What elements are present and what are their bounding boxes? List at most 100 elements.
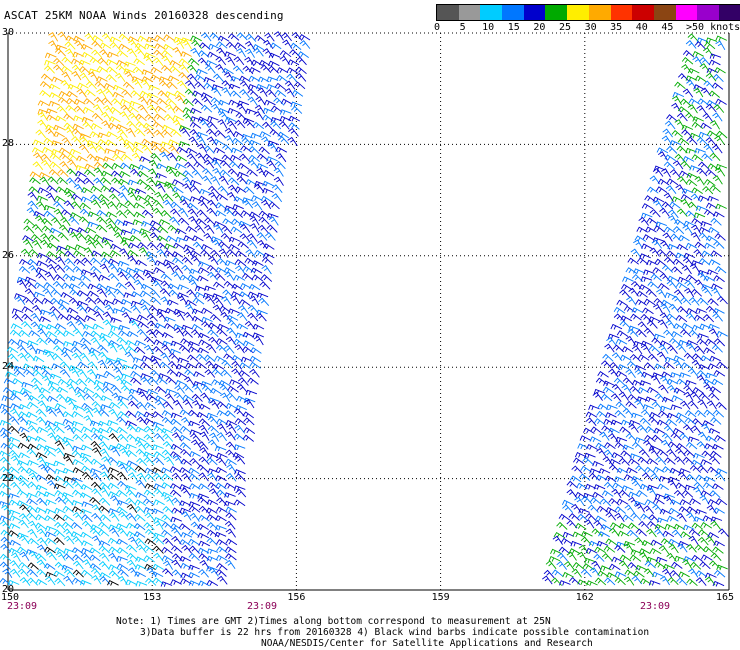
- wind-barb: [99, 49, 110, 58]
- wind-barb: [139, 290, 152, 297]
- wind-barb: [635, 329, 647, 338]
- wind-barb: [135, 259, 147, 267]
- wind-barb: [152, 207, 164, 217]
- wind-barb: [290, 101, 302, 108]
- wind-barb: [124, 61, 136, 68]
- wind-barb: [161, 332, 174, 339]
- wind-barb: [679, 372, 691, 378]
- wind-barb: [84, 315, 96, 322]
- wind-barb: [700, 221, 712, 227]
- wind-barb: [691, 522, 704, 530]
- wind-barb: [62, 467, 75, 474]
- wind-barb: [682, 224, 693, 234]
- wind-barb: [208, 191, 219, 202]
- wind-barb: [125, 443, 137, 450]
- wind-barb: [62, 480, 74, 489]
- wind-barb: [88, 347, 101, 354]
- wind-barb: [151, 358, 162, 369]
- wind-barb: [161, 555, 174, 562]
- wind-barb: [589, 468, 601, 474]
- wind-barb: [45, 473, 58, 481]
- wind-barb: [143, 200, 154, 210]
- wind-barb: [115, 443, 128, 450]
- wind-barb: [225, 553, 237, 561]
- wind-barb: [278, 121, 290, 130]
- wind-barb: [665, 418, 677, 426]
- wind-barb: [106, 223, 117, 233]
- legend-swatch: [437, 5, 459, 20]
- wind-barb: [143, 451, 155, 458]
- wind-barb: [695, 570, 708, 578]
- wind-barb: [696, 167, 708, 177]
- wind-barb: [711, 378, 724, 385]
- wind-barb: [260, 274, 273, 282]
- wind-barb: [172, 399, 183, 410]
- wind-barb: [45, 128, 56, 137]
- wind-barb: [666, 178, 679, 186]
- wind-barb: [124, 351, 136, 361]
- wind-barb: [717, 528, 729, 537]
- wind-barb: [710, 417, 722, 425]
- wind-barb: [117, 271, 129, 281]
- wind-barb: [551, 569, 564, 577]
- map-title: ASCAT 25KM NOAA Winds 20160328 descendin…: [4, 9, 284, 22]
- wind-barb: [31, 239, 42, 250]
- wind-barb: [233, 338, 245, 346]
- wind-barb: [76, 155, 88, 162]
- wind-barb: [52, 280, 64, 290]
- wind-barb: [185, 79, 196, 89]
- wind-barb: [83, 392, 95, 402]
- wind-barb: [99, 471, 111, 481]
- wind-barb: [121, 364, 134, 370]
- wind-barb: [212, 363, 225, 370]
- wind-barb: [188, 505, 201, 513]
- wind-barb: [66, 383, 77, 394]
- wind-barb: [210, 387, 222, 395]
- wind-barb: [650, 273, 662, 282]
- wind-barb: [662, 563, 675, 570]
- wind-barb: [556, 560, 568, 570]
- wind-barb: [152, 121, 165, 129]
- wind-barb: [127, 394, 139, 403]
- wind-barb: [75, 232, 87, 241]
- wind-barb: [93, 96, 105, 106]
- wind-barb: [177, 295, 188, 305]
- wind-barb: [671, 102, 682, 113]
- wind-barb: [682, 50, 695, 58]
- wind-barb: [206, 207, 218, 217]
- wind-barb: [582, 563, 595, 570]
- wind-barb: [0, 553, 12, 562]
- wind-barb: [43, 137, 56, 145]
- wind-barb: [35, 474, 48, 481]
- wind-barb: [236, 47, 247, 58]
- wind-barb: [146, 177, 157, 187]
- wind-barb: [641, 371, 653, 378]
- wind-barb: [194, 285, 207, 292]
- wind-barb: [199, 188, 211, 195]
- wind-barb: [543, 569, 555, 579]
- wind-barb: [51, 353, 63, 362]
- wind-barb: [61, 351, 72, 361]
- wind-barb: [194, 81, 206, 90]
- wind-barb: [552, 535, 563, 545]
- wind-barb: [104, 304, 115, 314]
- wind-barb: [85, 81, 97, 90]
- wind-barb: [185, 299, 197, 306]
- wind-barb: [702, 546, 715, 554]
- wind-barb: [7, 530, 20, 537]
- wind-barb: [109, 41, 121, 51]
- wind-barb: [685, 210, 697, 219]
- wind-barb: [288, 115, 301, 122]
- wind-barb: [216, 423, 227, 433]
- wind-barb: [62, 418, 75, 425]
- wind-barb: [657, 483, 669, 491]
- wind-barb: [117, 129, 128, 138]
- wind-barb: [162, 440, 174, 450]
- wind-barb: [218, 379, 231, 387]
- wind-barb: [67, 159, 78, 169]
- wind-barb: [106, 66, 118, 74]
- wind-barb: [251, 260, 264, 267]
- wind-barb: [659, 207, 670, 217]
- wind-barb: [160, 467, 173, 474]
- wind-barb: [665, 319, 676, 329]
